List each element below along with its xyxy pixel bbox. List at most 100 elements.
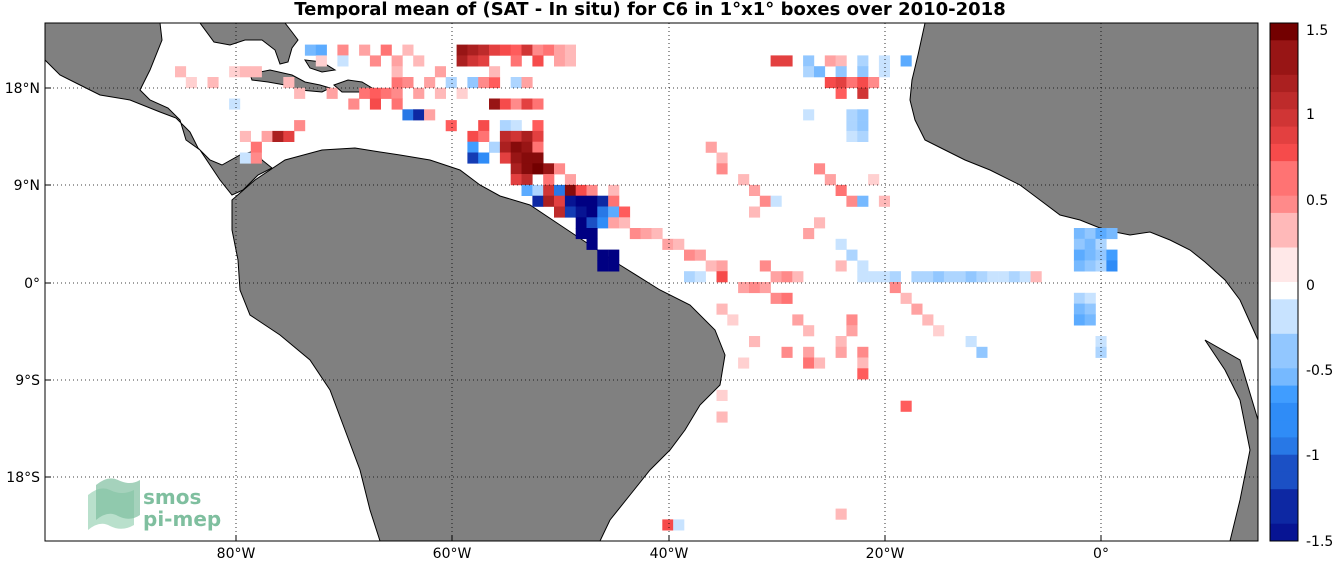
heatmap-cell — [467, 77, 479, 89]
heatmap-cell — [857, 66, 869, 78]
heatmap-cell — [965, 271, 977, 283]
heatmap-cell — [369, 55, 381, 67]
heatmap-cell — [824, 174, 836, 186]
heatmap-cell — [857, 120, 869, 132]
heatmap-cell — [608, 195, 620, 207]
heatmap-cell — [250, 141, 262, 153]
heatmap-cell — [478, 130, 490, 142]
heatmap-cell — [608, 217, 620, 229]
heatmap-cell — [597, 260, 609, 272]
heatmap-cell — [814, 357, 826, 369]
heatmap-cell — [857, 368, 869, 380]
heatmap-cell — [467, 130, 479, 142]
heatmap-cell — [175, 66, 187, 78]
heatmap-cell — [716, 260, 728, 272]
heatmap-cell — [835, 346, 847, 358]
heatmap-cell — [759, 282, 771, 294]
colorbar-band — [1270, 40, 1298, 58]
heatmap-cell — [608, 249, 620, 261]
heatmap-cell — [803, 109, 815, 121]
heatmap-cell — [402, 44, 414, 56]
heatmap-cell — [824, 77, 836, 89]
logo-waves-icon — [96, 478, 140, 520]
heatmap-cell — [521, 44, 533, 56]
heatmap-cell — [1073, 228, 1085, 240]
lat-label-18n: 18°N — [5, 81, 40, 97]
heatmap-cell — [413, 87, 425, 99]
heatmap-cell — [943, 271, 955, 283]
colorbar-band — [1270, 247, 1298, 266]
heatmap-cell — [759, 260, 771, 272]
heatmap-cell — [705, 141, 717, 153]
heatmap-cell — [510, 44, 522, 56]
heatmap-cell — [521, 130, 533, 142]
map-border — [44, 22, 1259, 542]
heatmap-cell — [586, 238, 598, 250]
heatmap-cell — [1084, 303, 1096, 315]
heatmap-cell — [575, 228, 587, 240]
colorbar-band — [1270, 264, 1298, 283]
heatmap-cell — [868, 174, 880, 186]
heatmap-cell — [229, 98, 241, 110]
heatmap-cell — [337, 55, 349, 67]
heatmap-cell — [456, 44, 468, 56]
heatmap-cell — [586, 228, 598, 240]
heatmap-cell — [402, 77, 414, 89]
colorbar-band — [1270, 385, 1298, 404]
heatmap-cell — [835, 66, 847, 78]
heatmap-cell — [619, 206, 631, 218]
heatmap-cell — [445, 120, 457, 132]
heatmap-cell — [499, 152, 511, 164]
colorbar-band — [1270, 230, 1298, 248]
heatmap-cell — [673, 519, 685, 531]
heatmap-cell — [716, 411, 728, 423]
heatmap-cell — [835, 260, 847, 272]
heatmap-cell — [521, 174, 533, 186]
colorbar-band — [1270, 126, 1298, 145]
colorbar-band — [1270, 506, 1298, 525]
heatmap-cell — [781, 271, 793, 283]
heatmap-cell — [380, 87, 392, 99]
colorbar-band — [1270, 437, 1298, 456]
heatmap-cell — [1095, 238, 1107, 250]
heatmap-cell — [835, 184, 847, 196]
colorbar-band — [1270, 523, 1298, 542]
heatmap-cell — [478, 120, 490, 132]
heatmap-cell — [510, 152, 522, 164]
heatmap-cell — [294, 87, 306, 99]
heatmap-cell — [922, 314, 934, 326]
heatmap-cell — [911, 303, 923, 315]
heatmap-cell — [543, 44, 555, 56]
heatmap-cell — [684, 271, 696, 283]
heatmap-cell — [499, 130, 511, 142]
heatmap-cell — [478, 152, 490, 164]
heatmap-cell — [1084, 238, 1096, 250]
heatmap-cell — [532, 195, 544, 207]
heatmap-cell — [803, 55, 815, 67]
heatmap-cell — [749, 282, 761, 294]
heatmap-cell — [716, 271, 728, 283]
heatmap-cell — [478, 44, 490, 56]
colorbar-band — [1270, 57, 1298, 76]
heatmap-cell — [283, 130, 295, 142]
heatmap-cell — [239, 152, 251, 164]
colorbar-band — [1270, 489, 1298, 507]
heatmap-cell — [413, 55, 425, 67]
heatmap-cell — [521, 184, 533, 196]
heatmap-cell — [359, 44, 371, 56]
heatmap-cell — [694, 249, 706, 261]
africa-land — [909, 22, 1259, 341]
heatmap-cell — [900, 292, 912, 304]
heatmap-cell — [727, 314, 739, 326]
heatmap-cell — [716, 152, 728, 164]
heatmap-cell — [835, 238, 847, 250]
heatmap-cell — [651, 228, 663, 240]
heatmap-cell — [478, 77, 490, 89]
heatmap-cell — [835, 508, 847, 520]
heatmap-cell — [532, 163, 544, 175]
heatmap-cell — [543, 184, 555, 196]
heatmap-cell — [1073, 249, 1085, 261]
colorbar-label: -1 — [1306, 448, 1320, 464]
heatmap-cell — [391, 77, 403, 89]
heatmap-cell — [846, 120, 858, 132]
